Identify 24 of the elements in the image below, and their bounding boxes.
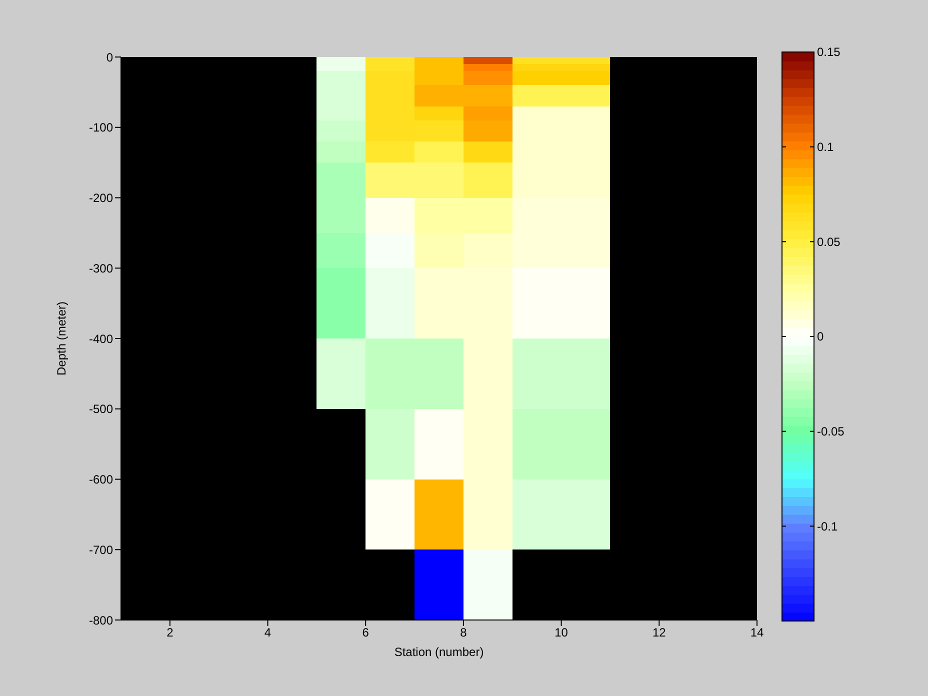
x-tick-label: 8 — [460, 626, 468, 640]
x-tick-label: 4 — [264, 626, 272, 640]
color-bar-label: 0.1 — [817, 140, 834, 154]
y-axis-title: Depth (meter) — [54, 301, 68, 376]
color-bar-label: -0.05 — [817, 424, 845, 439]
y-tick-label: -100 — [88, 120, 114, 135]
x-tick-label: 10 — [554, 626, 568, 640]
x-axis-title: Station (number) — [394, 645, 484, 659]
y-tick-label: -200 — [88, 191, 114, 206]
y-tick-label: -700 — [88, 542, 114, 557]
y-tick-label: -400 — [88, 332, 114, 346]
x-tick-label: 14 — [750, 626, 764, 640]
y-tick-label: 0 — [106, 50, 114, 64]
y-tick-label: -800 — [88, 613, 114, 628]
x-tick-label: 12 — [652, 626, 666, 640]
color-bar-label: 0.05 — [817, 234, 841, 249]
color-bar-label: 0 — [817, 330, 824, 344]
x-tick-label: 6 — [362, 626, 370, 640]
color-bar-label: 0.15 — [817, 45, 841, 60]
color-bar-label: -0.1 — [817, 519, 838, 534]
y-tick-label: -500 — [88, 402, 114, 416]
x-tick-label: 2 — [166, 626, 174, 640]
y-tick-label: -300 — [88, 261, 114, 276]
y-tick-label: -600 — [88, 472, 114, 487]
